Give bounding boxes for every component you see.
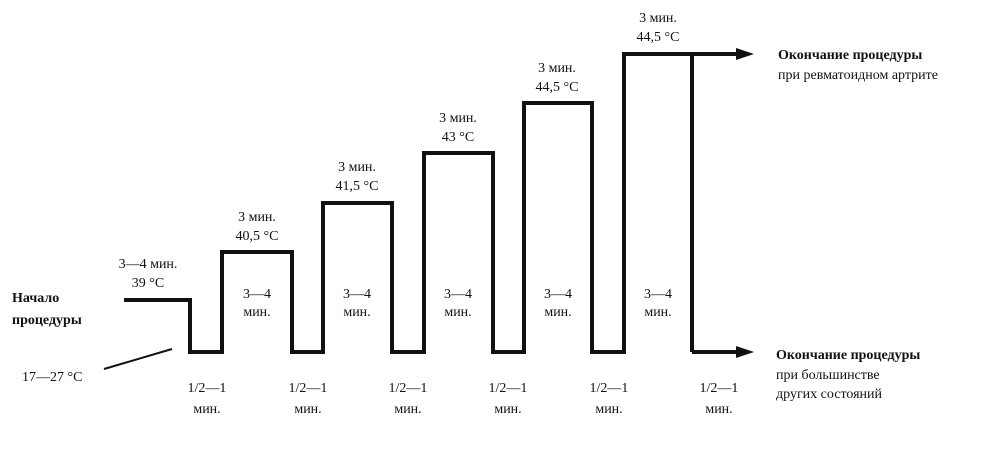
cold-step-line1: 1/2—1 (289, 381, 328, 396)
cold-step-line1: 1/2—1 (590, 381, 629, 396)
hot-inner-line2: мин. (343, 305, 370, 320)
cold-step-line1: 1/2—1 (389, 381, 428, 396)
room-temp-label: 17—27 °С (22, 370, 82, 385)
cold-step-line2: мин. (595, 402, 622, 417)
hot-inner-line2: мин. (444, 305, 471, 320)
end-arrow-bottom-head (736, 346, 754, 358)
end-arrow-top-head (736, 48, 754, 60)
cold-step-line2: мин. (494, 402, 521, 417)
hot-step-temp: 44,5 °С (637, 30, 680, 45)
hot-step-duration: 3 мин. (238, 210, 276, 225)
cold-step-line1: 1/2—1 (489, 381, 528, 396)
cold-step-line1: 1/2—1 (700, 381, 739, 396)
temperature-step-line (124, 52, 694, 354)
hot-step-temp: 41,5 °С (336, 179, 379, 194)
hot-step-duration: 3 мин. (338, 160, 376, 175)
hot-inner-line1: 3—4 (644, 287, 672, 302)
hot-inner-line2: мин. (243, 305, 270, 320)
cold-step-line2: мин. (394, 402, 421, 417)
end-bottom-subtitle-line2: других состояний (776, 387, 883, 402)
hot-step-temp: 43 °С (442, 130, 474, 145)
first-hot-temp: 39 °С (132, 276, 164, 291)
hot-inner-line2: мин. (644, 305, 671, 320)
hot-step-temp: 40,5 °С (236, 229, 279, 244)
hot-inner-line1: 3—4 (343, 287, 371, 302)
first-hot-duration: 3—4 мин. (119, 257, 178, 272)
start-label-line1: Начало (12, 291, 59, 306)
end-top-subtitle: при ревматоидном артрите (778, 68, 938, 83)
start-label-line2: процедуры (12, 313, 82, 328)
hot-step-duration: 3 мин. (639, 11, 677, 26)
cold-step-line1: 1/2—1 (188, 381, 227, 396)
hot-inner-line1: 3—4 (243, 287, 271, 302)
end-bottom-subtitle-line1: при большинстве (776, 368, 880, 383)
hot-step-duration: 3 мин. (439, 111, 477, 126)
hot-inner-line1: 3—4 (544, 287, 572, 302)
room-temp-leader (103, 348, 173, 370)
end-top-title: Окончание процедуры (778, 48, 922, 63)
hot-step-duration: 3 мин. (538, 61, 576, 76)
hot-step-temp: 44,5 °С (536, 80, 579, 95)
cold-step-line2: мин. (705, 402, 732, 417)
hot-inner-line2: мин. (544, 305, 571, 320)
cold-step-line2: мин. (193, 402, 220, 417)
end-bottom-title: Окончание процедуры (776, 348, 920, 363)
cold-step-line2: мин. (294, 402, 321, 417)
hot-inner-line1: 3—4 (444, 287, 472, 302)
